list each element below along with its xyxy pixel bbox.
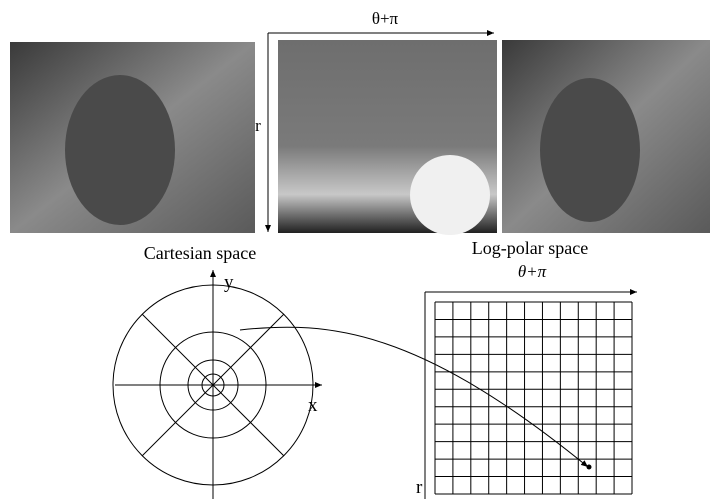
y-label: y <box>224 272 234 293</box>
r-label: r <box>416 477 423 498</box>
figure: θ+π r Cartesian space y x Log-polar spac… <box>0 0 717 499</box>
mapped-point <box>587 465 592 470</box>
x-label: x <box>308 395 318 416</box>
face <box>540 78 640 222</box>
log-polar-title: Log-polar space <box>472 238 588 258</box>
theta-label: θ+π <box>518 262 547 281</box>
highlight <box>410 155 490 235</box>
theta-label: θ+π <box>372 9 399 28</box>
face <box>65 75 175 225</box>
r-label: r <box>255 116 261 135</box>
cartesian-title: Cartesian space <box>144 243 256 263</box>
log-polar-grid <box>435 302 632 494</box>
